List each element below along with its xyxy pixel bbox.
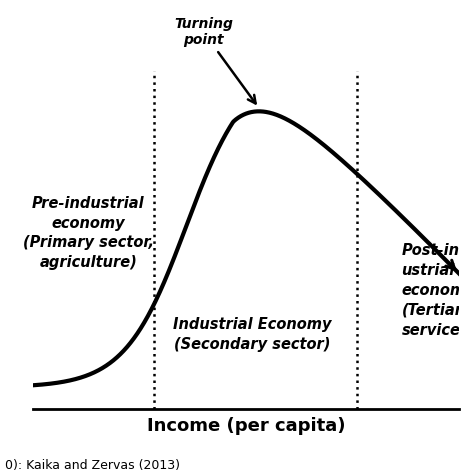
Text: 0): Kaika and Zervas (2013): 0): Kaika and Zervas (2013)	[5, 459, 180, 472]
Text: Pre-industrial
economy
(Primary sector,
agriculture): Pre-industrial economy (Primary sector, …	[23, 196, 154, 270]
Text: Turning
point: Turning point	[174, 17, 255, 103]
X-axis label: Income (per capita): Income (per capita)	[146, 417, 345, 435]
Text: Industrial Economy
(Secondary sector): Industrial Economy (Secondary sector)	[173, 317, 331, 352]
Text: Post-ind-
ustrial
economy
(Tertiary
services): Post-ind- ustrial economy (Tertiary serv…	[401, 244, 474, 337]
